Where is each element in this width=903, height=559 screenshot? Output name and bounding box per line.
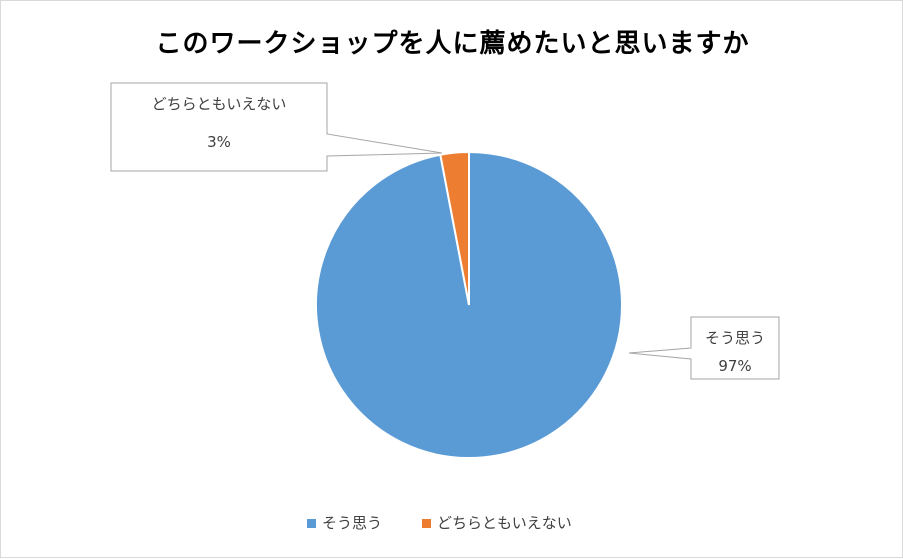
callout-box-0 — [628, 316, 780, 380]
pie-slice-1 — [439, 150, 470, 306]
data-label-category-0: そう思う — [705, 329, 765, 347]
callout-box-1 — [110, 82, 443, 172]
data-label-value-1: 3% — [207, 133, 231, 151]
legend-label-1: どちらともいえない — [437, 514, 572, 532]
data-label-value-0: 97% — [718, 357, 751, 375]
data-label-category-1: どちらともいえない — [152, 95, 287, 113]
chart-title: このワークショップを人に薦めたいと思いますか — [155, 29, 750, 59]
legend-label-0: そう思う — [322, 514, 382, 532]
legend-swatch-0 — [307, 519, 316, 528]
legend-swatch-1 — [422, 519, 431, 528]
